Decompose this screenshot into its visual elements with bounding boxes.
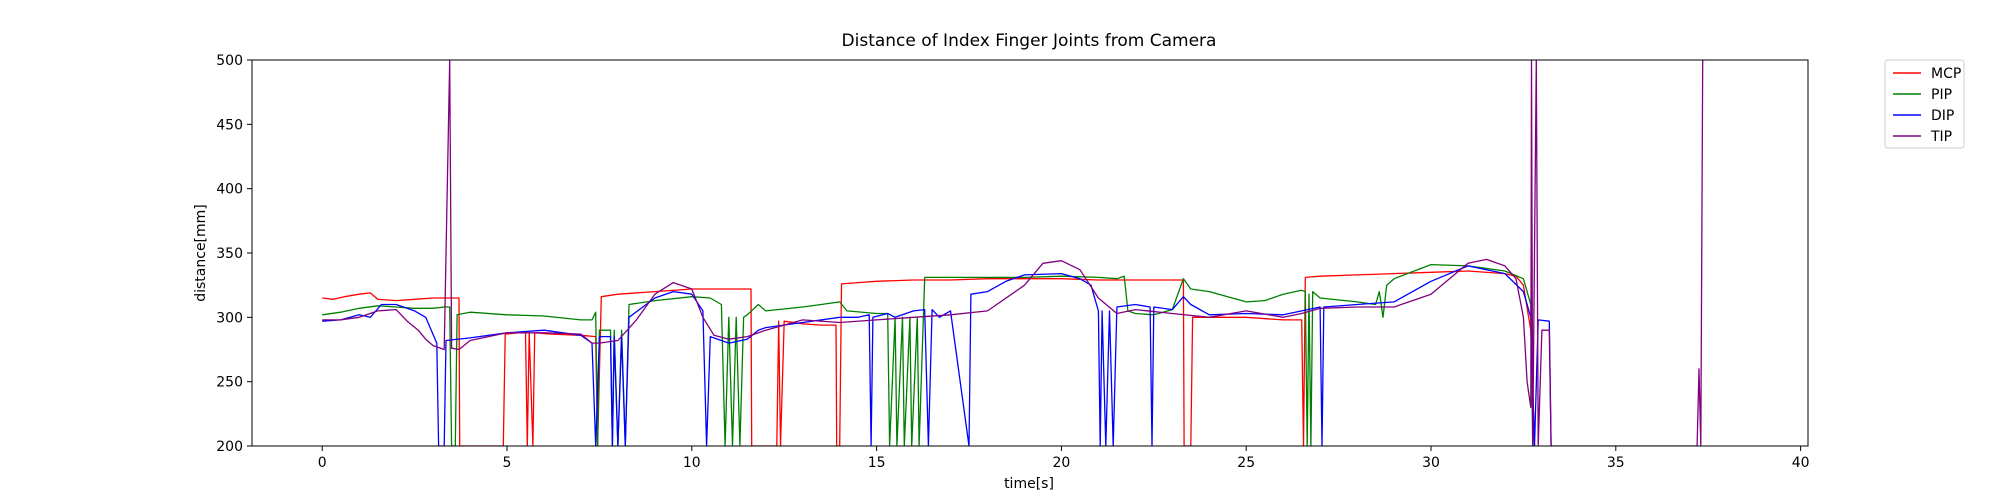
legend-label-mcp: MCP bbox=[1931, 66, 1961, 82]
y-tick-label: 400 bbox=[216, 182, 243, 198]
y-tick-label: 450 bbox=[216, 117, 243, 133]
x-tick-label: 10 bbox=[683, 455, 701, 471]
plot-frame bbox=[251, 59, 1809, 447]
plot-area bbox=[251, 59, 1809, 447]
legend-label-dip: DIP bbox=[1931, 108, 1954, 124]
x-tick-label: 20 bbox=[1053, 455, 1071, 471]
y-tick-label: 300 bbox=[216, 310, 243, 326]
y-tick-label: 350 bbox=[216, 246, 243, 262]
x-tick-label: 35 bbox=[1607, 455, 1625, 471]
x-axis: 0 5 10 15 20 25 30 35 40 bbox=[318, 446, 1810, 471]
series-group bbox=[322, 60, 1705, 446]
chart-title: Distance of Index Finger Joints from Cam… bbox=[842, 31, 1217, 51]
x-tick-label: 15 bbox=[868, 455, 886, 471]
series-line-tip bbox=[322, 60, 1705, 446]
legend-label-tip: TIP bbox=[1930, 129, 1952, 145]
series-line-pip bbox=[322, 263, 1534, 446]
x-tick-label: 5 bbox=[503, 455, 512, 471]
x-tick-label: 40 bbox=[1792, 455, 1810, 471]
series-line-dip bbox=[322, 265, 1552, 446]
y-axis: 200 250 300 350 400 450 500 bbox=[216, 53, 252, 455]
legend-label-pip: PIP bbox=[1931, 87, 1952, 103]
x-tick-label: 25 bbox=[1237, 455, 1255, 471]
series-line-mcp bbox=[322, 270, 1536, 446]
x-axis-label: time[s] bbox=[1004, 476, 1054, 492]
y-axis-label: distance[mm] bbox=[193, 204, 209, 302]
y-tick-label: 200 bbox=[216, 439, 243, 455]
x-tick-label: 30 bbox=[1422, 455, 1440, 471]
legend: MCP PIP DIP TIP bbox=[1884, 59, 1965, 149]
y-tick-label: 250 bbox=[216, 375, 243, 391]
x-tick-label: 0 bbox=[318, 455, 327, 471]
y-tick-label: 500 bbox=[216, 53, 243, 69]
legend-box bbox=[1884, 59, 1965, 149]
